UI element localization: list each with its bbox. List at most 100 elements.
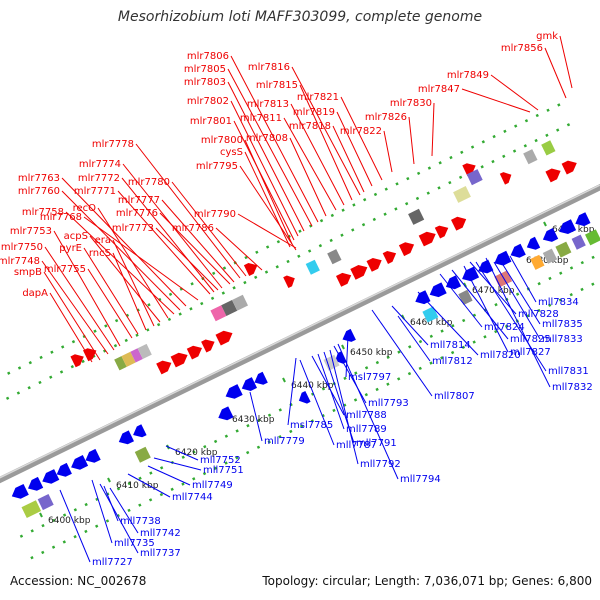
forward-gene-arrow[interactable] — [283, 275, 295, 289]
forward-gene-label[interactable]: mlr7778 — [92, 139, 134, 150]
forward-gene-label[interactable]: mlr7750 — [1, 242, 43, 253]
reverse-gene-label[interactable]: mll7742 — [140, 528, 181, 539]
forward-gene-label[interactable]: mlr7760 — [18, 186, 60, 197]
reverse-gene-label[interactable]: mll7751 — [203, 465, 244, 476]
forward-gene-label[interactable]: mlr7816 — [248, 62, 290, 73]
reverse-gene-arrow[interactable] — [445, 275, 462, 290]
forward-gene-arrow[interactable] — [336, 272, 352, 287]
forward-gene-label[interactable]: mlr7777 — [118, 195, 160, 206]
forward-gene-arrow[interactable] — [215, 330, 233, 346]
forward-gene-arrow[interactable] — [70, 354, 84, 368]
forward-gene-label[interactable]: recO — [73, 203, 97, 214]
forward-gene-arrow[interactable] — [499, 172, 512, 185]
forward-gene-label[interactable]: mlr7771 — [74, 186, 116, 197]
reverse-gene-arrow[interactable] — [85, 448, 101, 463]
forward-gene-arrow[interactable] — [434, 225, 449, 239]
forward-gene-label[interactable]: dapA — [22, 288, 48, 299]
reverse-gene-label[interactable]: mll7793 — [368, 398, 409, 409]
reverse-gene-label[interactable]: mll7832 — [552, 382, 593, 393]
reverse-gene-label[interactable]: mll7835 — [542, 319, 583, 330]
forward-gene-arrow[interactable] — [201, 339, 215, 353]
reverse-gene-label[interactable]: mll7794 — [400, 474, 441, 485]
reverse-gene-label[interactable]: mll7828 — [518, 309, 559, 320]
reverse-gene-arrow[interactable] — [218, 406, 234, 421]
reverse-gene-label[interactable]: mll7788 — [346, 410, 387, 421]
reverse-gene-label[interactable]: mll7727 — [92, 557, 133, 568]
forward-gene-label[interactable]: mlr7768 — [40, 212, 82, 223]
reverse-gene-arrow[interactable] — [342, 328, 356, 342]
forward-gene-label[interactable]: mlr7780 — [128, 177, 170, 188]
forward-gene-label[interactable]: mlr7755 — [44, 264, 86, 275]
reverse-gene-arrow[interactable] — [429, 282, 447, 298]
forward-gene-label[interactable]: pyrE — [59, 243, 82, 254]
reverse-gene-arrow[interactable] — [254, 371, 268, 385]
reverse-gene-arrow[interactable] — [478, 259, 494, 274]
reverse-gene-label[interactable]: mll7744 — [172, 492, 213, 503]
forward-gene-label[interactable]: era — [95, 235, 111, 246]
forward-gene-arrow[interactable] — [382, 251, 397, 264]
reverse-gene-arrow[interactable] — [298, 391, 311, 404]
forward-gene-label[interactable]: mlr7763 — [18, 173, 60, 184]
forward-gene-arrow[interactable] — [156, 360, 172, 375]
forward-gene-label[interactable]: mlr7819 — [293, 107, 335, 118]
forward-gene-label[interactable]: mlr7795 — [196, 161, 238, 172]
reverse-gene-label[interactable]: mll7814 — [430, 340, 471, 351]
forward-gene-label[interactable]: mlr7805 — [184, 64, 226, 75]
reverse-gene-label[interactable]: mll7738 — [120, 516, 161, 527]
forward-gene-arrow[interactable] — [545, 168, 561, 183]
reverse-gene-arrow[interactable] — [133, 424, 147, 438]
forward-gene-arrow[interactable] — [418, 231, 436, 247]
forward-gene-arrow[interactable] — [451, 216, 467, 231]
reverse-gene-arrow[interactable] — [575, 212, 591, 227]
reverse-gene-arrow[interactable] — [510, 243, 526, 258]
forward-gene-label[interactable]: gmk — [536, 31, 558, 42]
reverse-gene-label[interactable]: msl7785 — [290, 420, 333, 431]
forward-gene-label[interactable]: mlr7753 — [10, 226, 52, 237]
forward-gene-arrow[interactable] — [398, 242, 415, 257]
forward-gene-arrow[interactable] — [243, 263, 258, 276]
forward-gene-label[interactable]: mlr7758 — [22, 207, 64, 218]
forward-gene-label[interactable]: mlr7803 — [184, 77, 226, 88]
forward-gene-label[interactable]: mlr7826 — [365, 112, 407, 123]
forward-gene-label[interactable]: mlr7801 — [190, 116, 232, 127]
reverse-gene-label[interactable]: mll7812 — [432, 356, 473, 367]
forward-gene-label[interactable]: acpS — [64, 231, 88, 242]
forward-gene-label[interactable]: mlr7808 — [246, 133, 288, 144]
reverse-gene-arrow[interactable] — [42, 469, 60, 484]
reverse-gene-label[interactable]: mll7737 — [140, 548, 181, 559]
forward-gene-arrow[interactable] — [186, 345, 202, 360]
forward-gene-arrow[interactable] — [366, 258, 382, 272]
forward-gene-label[interactable]: mlr7786 — [172, 223, 214, 234]
reverse-gene-label[interactable]: mll7820 — [480, 350, 521, 361]
forward-gene-arrow[interactable] — [83, 348, 97, 362]
reverse-gene-arrow[interactable] — [241, 377, 257, 391]
forward-gene-arrow[interactable] — [350, 265, 368, 280]
forward-gene-label[interactable]: mlr7822 — [340, 126, 382, 137]
reverse-gene-label[interactable]: msl7797 — [348, 372, 391, 383]
forward-gene-label[interactable]: mlr7802 — [187, 96, 229, 107]
forward-gene-label[interactable]: mlr7800 — [201, 135, 243, 146]
forward-gene-label[interactable]: mlr7748 — [0, 256, 40, 267]
reverse-gene-arrow[interactable] — [56, 462, 72, 477]
reverse-gene-arrow[interactable] — [494, 250, 512, 266]
forward-gene-label[interactable]: mlr7815 — [256, 80, 298, 91]
forward-gene-label[interactable]: mlr7847 — [418, 84, 460, 95]
reverse-gene-label[interactable]: mll7834 — [538, 297, 579, 308]
reverse-gene-label[interactable]: mll7789 — [346, 424, 387, 435]
reverse-gene-label[interactable]: mll7735 — [114, 538, 155, 549]
forward-gene-label[interactable]: mlr7821 — [297, 92, 339, 103]
forward-gene-label[interactable]: mlr7774 — [79, 159, 121, 170]
reverse-gene-arrow[interactable] — [559, 219, 577, 234]
reverse-gene-label[interactable]: mll7787 — [336, 440, 377, 451]
reverse-gene-label[interactable]: mll7825 — [510, 334, 551, 345]
reverse-gene-label[interactable]: mll7749 — [192, 480, 233, 491]
forward-gene-label[interactable]: rncS — [89, 248, 111, 259]
forward-gene-label[interactable]: mlr7849 — [447, 70, 489, 81]
forward-gene-label[interactable]: mlr7772 — [78, 173, 120, 184]
forward-gene-arrow[interactable] — [561, 160, 577, 175]
forward-gene-label[interactable]: mlr7773 — [112, 223, 154, 234]
reverse-gene-label[interactable]: mll7824 — [484, 322, 525, 333]
reverse-gene-arrow[interactable] — [225, 384, 243, 399]
forward-gene-label[interactable]: mlr7818 — [289, 121, 331, 132]
forward-gene-label[interactable]: mlr7790 — [194, 209, 236, 220]
